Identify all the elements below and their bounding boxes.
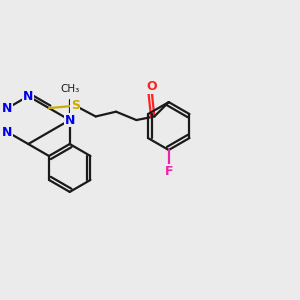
Text: N: N xyxy=(64,114,75,127)
Text: S: S xyxy=(71,99,80,112)
Text: N: N xyxy=(2,102,13,115)
Text: F: F xyxy=(164,165,173,178)
Text: CH₃: CH₃ xyxy=(60,84,80,94)
Text: N: N xyxy=(2,125,13,139)
Text: N: N xyxy=(23,90,33,103)
Text: O: O xyxy=(147,80,157,93)
